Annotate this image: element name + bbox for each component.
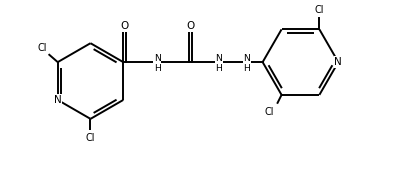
Text: Cl: Cl <box>315 5 324 15</box>
Text: Cl: Cl <box>86 133 95 143</box>
Text: N: N <box>54 95 61 105</box>
Text: N
H: N H <box>215 54 222 73</box>
Text: Cl: Cl <box>265 107 274 117</box>
Text: N
H: N H <box>243 54 250 73</box>
Text: O: O <box>186 21 194 31</box>
Text: N: N <box>335 57 342 67</box>
Text: Cl: Cl <box>38 43 47 53</box>
Text: N
H: N H <box>154 54 160 73</box>
Text: O: O <box>120 21 129 31</box>
